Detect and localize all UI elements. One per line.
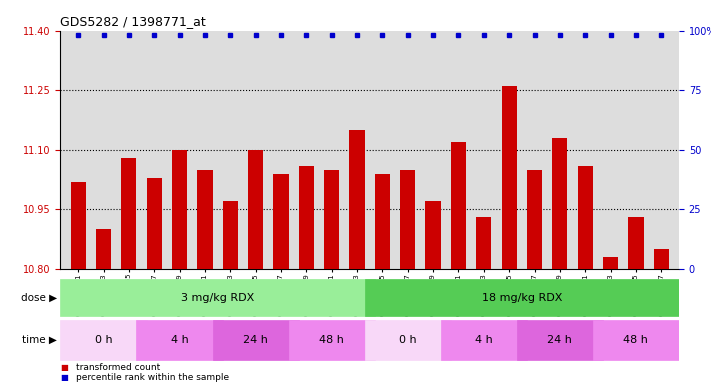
Text: 18 mg/kg RDX: 18 mg/kg RDX bbox=[481, 293, 562, 303]
Text: transformed count: transformed count bbox=[76, 363, 160, 372]
Bar bbox=[70, 182, 86, 269]
Bar bbox=[441, 319, 527, 360]
Text: 24 h: 24 h bbox=[243, 335, 268, 345]
Text: percentile rank within the sample: percentile rank within the sample bbox=[76, 373, 229, 382]
Bar bbox=[365, 319, 451, 360]
Bar bbox=[223, 201, 238, 269]
Bar bbox=[274, 174, 289, 269]
Bar bbox=[501, 86, 517, 269]
Bar bbox=[629, 217, 643, 269]
Text: 48 h: 48 h bbox=[624, 335, 648, 345]
Bar bbox=[476, 217, 491, 269]
Bar bbox=[289, 319, 375, 360]
Text: ■: ■ bbox=[60, 373, 68, 382]
Bar bbox=[527, 170, 542, 269]
Bar bbox=[213, 319, 299, 360]
Bar bbox=[375, 174, 390, 269]
Text: 4 h: 4 h bbox=[475, 335, 493, 345]
Bar bbox=[365, 279, 679, 316]
Text: time ▶: time ▶ bbox=[22, 335, 57, 345]
Bar bbox=[577, 166, 593, 269]
Bar bbox=[552, 138, 567, 269]
Bar bbox=[400, 170, 415, 269]
Text: 3 mg/kg RDX: 3 mg/kg RDX bbox=[181, 293, 255, 303]
Bar bbox=[172, 150, 187, 269]
Bar bbox=[299, 166, 314, 269]
Bar bbox=[248, 150, 263, 269]
Text: 0 h: 0 h bbox=[399, 335, 417, 345]
Bar bbox=[425, 201, 441, 269]
Bar bbox=[451, 142, 466, 269]
Bar bbox=[349, 130, 365, 269]
Bar bbox=[603, 257, 618, 269]
Text: 48 h: 48 h bbox=[319, 335, 344, 345]
Text: 24 h: 24 h bbox=[547, 335, 572, 345]
Bar bbox=[96, 229, 111, 269]
Bar bbox=[517, 319, 603, 360]
Text: 4 h: 4 h bbox=[171, 335, 188, 345]
Bar bbox=[137, 319, 223, 360]
Bar bbox=[146, 177, 162, 269]
Bar bbox=[60, 279, 375, 316]
Text: ■: ■ bbox=[60, 363, 68, 372]
Text: GDS5282 / 1398771_at: GDS5282 / 1398771_at bbox=[60, 15, 206, 28]
Text: 0 h: 0 h bbox=[95, 335, 112, 345]
Bar bbox=[198, 170, 213, 269]
Bar bbox=[653, 249, 669, 269]
Bar bbox=[324, 170, 339, 269]
Bar bbox=[60, 319, 146, 360]
Bar bbox=[122, 158, 137, 269]
Text: dose ▶: dose ▶ bbox=[21, 293, 57, 303]
Bar bbox=[593, 319, 679, 360]
